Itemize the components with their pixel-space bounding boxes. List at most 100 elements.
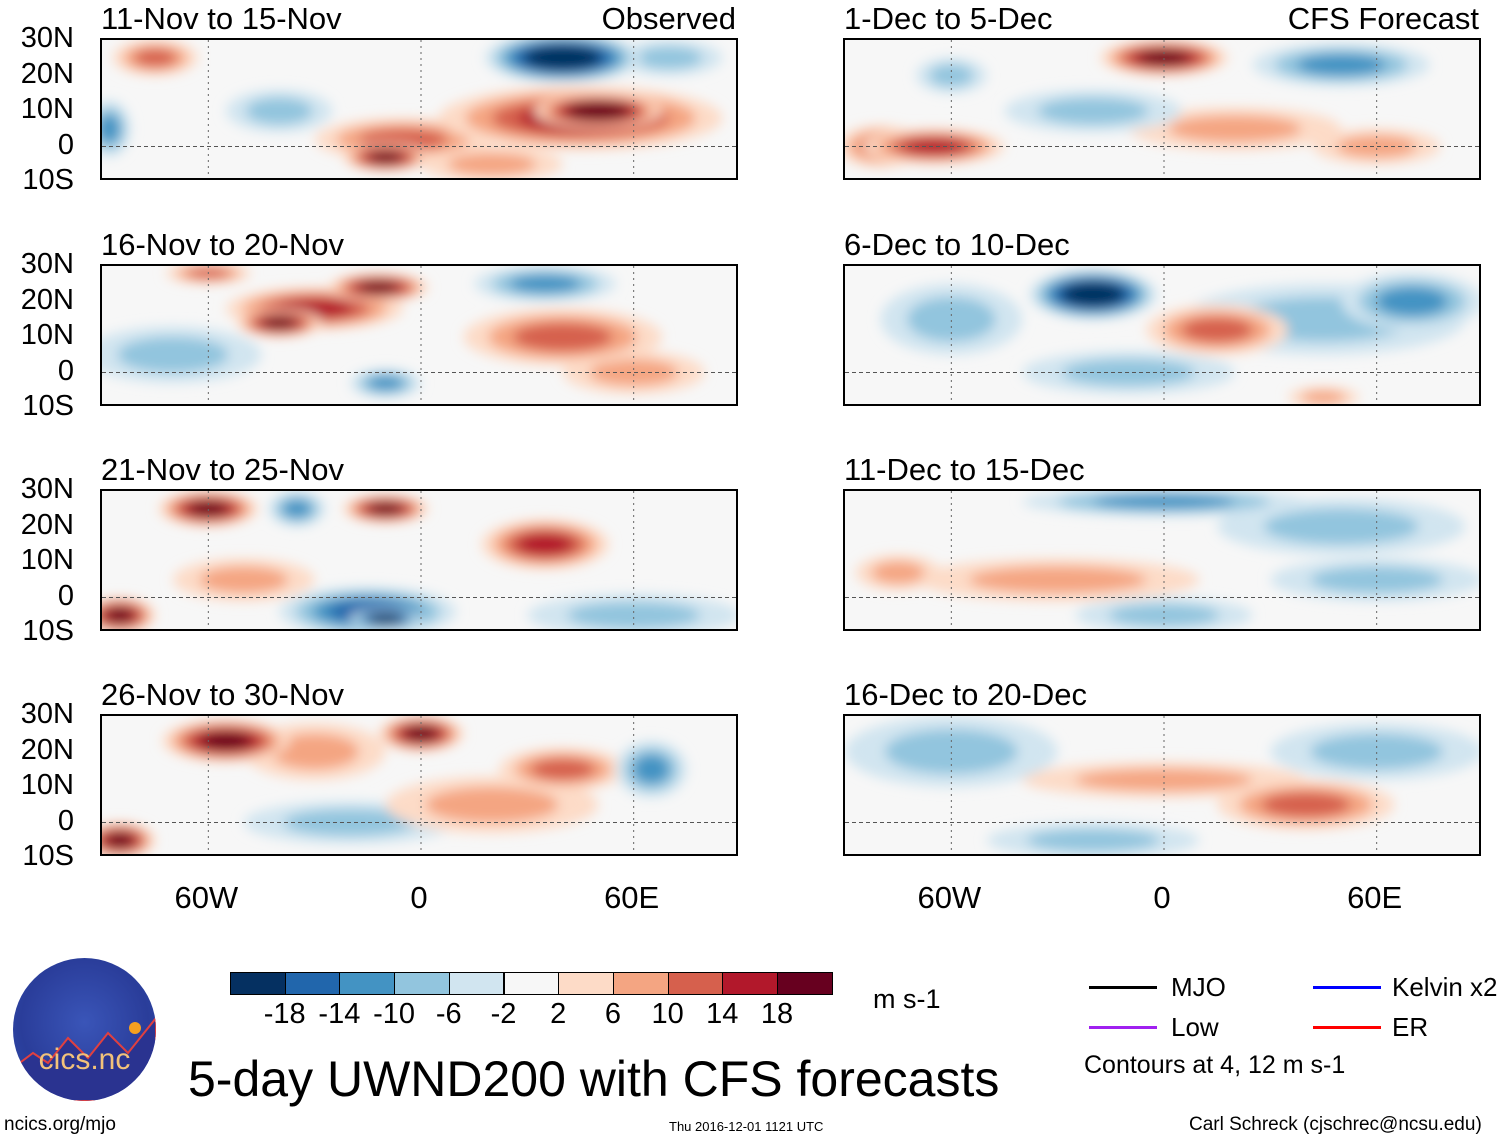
colorbar-tick: -6	[435, 998, 462, 1030]
legend-er-label: ER	[1392, 1012, 1429, 1042]
wind-anomaly-blob	[282, 499, 312, 518]
panel-title: 16-Nov to 20-Nov	[101, 227, 344, 262]
lat-label: 20N	[20, 508, 74, 541]
lon-label: 60E	[604, 880, 660, 915]
lat-label: 0	[57, 579, 74, 612]
colorbar-tick: 18	[760, 998, 794, 1030]
colorbar-swatch	[284, 972, 341, 995]
wind-anomaly-blob	[1037, 97, 1149, 125]
wind-anomaly-blob	[425, 787, 559, 823]
map-panel	[100, 489, 738, 631]
lat-label: 10N	[20, 769, 74, 801]
lat-label: 30N	[20, 22, 74, 54]
colorbar-tick: -10	[373, 998, 416, 1030]
panel-title: 16-Dec to 20-Dec	[844, 677, 1087, 712]
lon-label: 60W	[174, 880, 239, 915]
lon-label: 0	[1153, 880, 1171, 915]
lat-label: 10N	[20, 544, 74, 576]
lat-label: 10S	[22, 164, 74, 196]
wind-anomaly-blob	[1093, 494, 1235, 509]
wind-anomaly-blob	[105, 833, 134, 848]
wind-anomaly-blob	[1181, 317, 1253, 343]
panel-title: 1-Dec to 5-Dec	[844, 1, 1053, 36]
map-panel	[843, 38, 1481, 180]
footer-timestamp: Thu 2016-12-01 1121 UTC	[669, 1119, 824, 1134]
cics-logo: cics.nc	[13, 958, 156, 1101]
wind-anomaly-blob	[517, 533, 573, 556]
wind-anomaly-blob	[262, 317, 297, 329]
wind-anomaly-blob	[1263, 508, 1419, 545]
colorbar-swatch	[394, 972, 450, 995]
legend-kelvin-line	[1313, 986, 1381, 989]
panel-tag: Observed	[601, 1, 736, 36]
lat-label: 0	[57, 804, 74, 837]
lon-label: 0	[410, 880, 428, 915]
wind-anomaly-blob	[907, 297, 996, 342]
wind-anomaly-blob	[367, 376, 404, 391]
colorbar-swatch	[558, 972, 614, 995]
wind-anomaly-blob	[633, 755, 670, 784]
footer-url[interactable]: ncics.org/mjo	[4, 1114, 116, 1135]
wind-anomaly-blob	[200, 732, 252, 750]
lon-label: 60E	[1347, 880, 1403, 915]
wind-anomaly-blob	[884, 729, 1018, 774]
wind-anomaly-blob	[1310, 733, 1444, 770]
colorbar-swatch	[667, 972, 724, 995]
legend-mjo-label: MJO	[1171, 972, 1226, 1002]
wind-anomaly-blob	[1168, 115, 1302, 143]
map-panel	[100, 38, 738, 180]
map-panel	[843, 264, 1481, 406]
panel-title: 6-Dec to 10-Dec	[844, 227, 1070, 262]
legend-mjo-line	[1089, 986, 1157, 989]
wind-anomaly-blob	[635, 46, 703, 69]
figure-title: 5-day UWND200 with CFS forecasts	[188, 1051, 1000, 1107]
colorbar-units: m s-1	[873, 984, 941, 1014]
colorbar-tick: -14	[318, 998, 361, 1030]
wind-anomaly-blob	[1376, 287, 1448, 316]
lat-label: 10N	[20, 93, 74, 125]
wind-anomaly-blob	[1336, 135, 1417, 158]
wind-anomaly-blob	[102, 114, 120, 143]
panel-title: 21-Nov to 25-Nov	[101, 452, 344, 487]
wind-anomaly-blob	[1138, 50, 1190, 65]
wind-anomaly-blob	[929, 64, 974, 87]
wind-anomaly-blob	[105, 608, 134, 623]
wind-anomaly-blob	[589, 359, 678, 386]
panel-title: 11-Dec to 15-Dec	[844, 452, 1085, 487]
colorbar-tick: -18	[263, 998, 306, 1030]
lat-label: 10S	[22, 840, 74, 872]
legend-kelvin-label: Kelvin x2	[1392, 972, 1498, 1002]
lat-label: 10N	[20, 319, 74, 351]
wind-anomaly-blob	[270, 733, 359, 770]
wind-anomaly-blob	[188, 501, 229, 516]
wind-anomaly-blob	[368, 503, 403, 515]
map-panel	[100, 264, 738, 406]
lat-label: 10S	[22, 615, 74, 647]
map-panel	[843, 489, 1481, 631]
legend-low-line	[1089, 1026, 1157, 1029]
colorbar-swatch	[448, 972, 505, 995]
colorbar-swatch	[503, 972, 560, 995]
panel-title: 11-Nov to 15-Nov	[101, 1, 342, 36]
lat-label: 0	[57, 354, 74, 387]
lat-label: 20N	[20, 283, 74, 316]
logo-text: cics.nc	[38, 1043, 131, 1076]
legend-low-label: Low	[1171, 1012, 1219, 1042]
map-panel	[100, 714, 738, 856]
colorbar-tick: -2	[490, 998, 517, 1030]
colorbar-tick: 6	[604, 998, 621, 1030]
wind-anomaly-blob	[1261, 792, 1351, 818]
lat-label: 0	[57, 128, 74, 161]
lat-label: 20N	[20, 733, 74, 766]
colorbar-swatch	[230, 972, 286, 995]
wind-anomaly-blob	[871, 561, 925, 584]
wind-anomaly-blob	[1301, 390, 1346, 404]
colorbar-tick: 14	[706, 998, 739, 1030]
lat-label: 30N	[20, 248, 74, 280]
colorbar-swatch	[612, 972, 669, 995]
wind-anomaly-blob	[567, 601, 701, 629]
wind-anomaly-blob	[574, 104, 623, 118]
panel-title: 26-Nov to 30-Nov	[101, 677, 344, 712]
lon-label: 60W	[917, 880, 982, 915]
wind-anomaly-blob	[902, 138, 965, 155]
